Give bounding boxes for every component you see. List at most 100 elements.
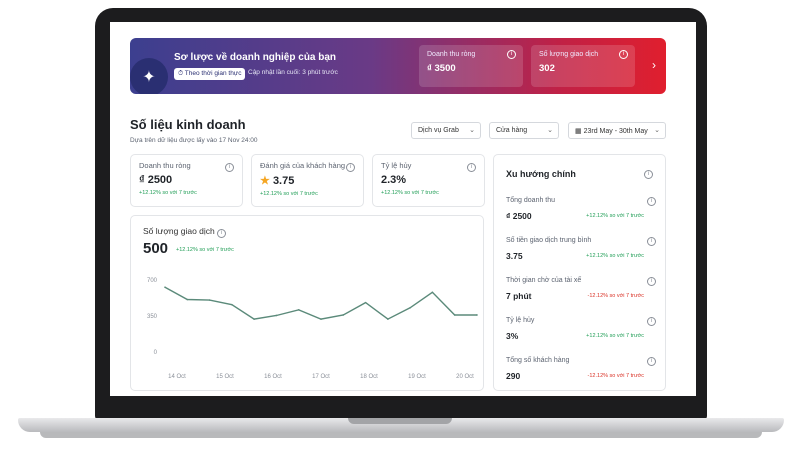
kpi-card-customer-rating[interactable]: Đánh giá của khách hàng ★ 3.75 +12.12% s… bbox=[251, 154, 364, 207]
x-tick-label: 16 Oct bbox=[264, 374, 282, 380]
trend-title: Xu hướng chính bbox=[506, 169, 576, 179]
calendar-icon: ▦ bbox=[575, 128, 582, 135]
data-point[interactable] bbox=[409, 306, 411, 309]
info-icon[interactable]: i bbox=[619, 50, 628, 59]
trend-row-label: Tỷ lệ hủy bbox=[506, 317, 535, 324]
trend-row[interactable]: Tổng số khách hàng 290 -12.12% so với 7 tr… bbox=[506, 357, 656, 395]
info-icon[interactable]: i bbox=[647, 357, 656, 366]
trend-row-label: Số tiền giao dịch trung bình bbox=[506, 237, 592, 244]
banner-card-label: Số lượng giao dịch bbox=[539, 51, 599, 58]
banner-title: Sơ lược về doanh nghiệp của bạn bbox=[174, 52, 337, 63]
trend-row-change: -12.12% so với 7 trước bbox=[587, 373, 644, 379]
data-point[interactable] bbox=[186, 298, 189, 301]
trend-row[interactable]: Số tiền giao dịch trung bình 3.75 +12.12% … bbox=[506, 237, 656, 275]
info-icon[interactable]: i bbox=[644, 170, 653, 179]
data-point[interactable] bbox=[208, 299, 211, 301]
info-icon[interactable]: i bbox=[647, 277, 656, 286]
data-point[interactable] bbox=[231, 303, 233, 306]
page-subtitle: Dựa trên dữ liệu được lấy vào 17 Nov 24:… bbox=[130, 137, 258, 144]
x-tick-label: 18 Oct bbox=[360, 374, 378, 380]
trend-row-value: 3% bbox=[506, 331, 519, 341]
chevron-right-icon[interactable]: › bbox=[652, 58, 656, 72]
trend-row-value: 7 phút bbox=[506, 291, 532, 301]
kpi-label: Tỷ lệ hủy bbox=[381, 161, 412, 170]
x-tick-label: 15 Oct bbox=[216, 374, 234, 380]
data-point[interactable] bbox=[387, 318, 389, 320]
data-point[interactable] bbox=[297, 309, 300, 311]
store-filter-dropdown[interactable]: Cửa hàng ⌄ bbox=[489, 122, 559, 139]
trend-row-change: +12.12% so với 7 trước bbox=[586, 333, 644, 339]
trend-row[interactable]: Tỷ lệ hủy 3% +12.12% so với 7 trước i bbox=[506, 317, 656, 355]
merchant-logo-icon: ✦ bbox=[130, 58, 168, 94]
kpi-value: 3.75 bbox=[272, 175, 295, 187]
chevron-down-icon: ⌄ bbox=[547, 127, 553, 134]
trend-row[interactable]: Tổng doanh thu ₫ 2500 +12.12% so với 7 trư… bbox=[506, 197, 656, 235]
x-tick-label: 19 Oct bbox=[408, 374, 426, 380]
chart-title: Số lượng giao dịch i bbox=[143, 226, 227, 238]
trend-row-label: Tổng số khách hàng bbox=[506, 357, 570, 364]
info-icon[interactable]: i bbox=[647, 197, 656, 206]
clock-icon: ⏱ bbox=[178, 70, 184, 77]
transactions-chart-card: Số lượng giao dịch i 500 +12.12% so với … bbox=[130, 215, 484, 391]
data-point[interactable] bbox=[364, 301, 367, 304]
info-icon[interactable]: i bbox=[217, 229, 227, 238]
star-icon: ★ bbox=[260, 175, 270, 187]
chevron-down-icon: ⌄ bbox=[469, 127, 475, 134]
y-tick-label: 350 bbox=[147, 314, 158, 320]
kpi-card-cancellation-rate[interactable]: Tỷ lệ hủy 2.3% +12.12% so với 7 trước i bbox=[372, 154, 485, 207]
trend-row[interactable]: Thời gian chờ của tài xế 7 phút -12.12% so… bbox=[506, 277, 656, 315]
date-range-picker[interactable]: ▦ 23rd May - 30th May ⌄ bbox=[568, 122, 666, 139]
info-icon[interactable]: i bbox=[346, 163, 355, 172]
kpi-change: +12.12% so với 7 trước bbox=[139, 190, 197, 196]
kpi-card-net-revenue[interactable]: Doanh thu ròng ₫ 2500 +12.12% so với 7 t… bbox=[130, 154, 243, 207]
banner-card-value: ₫ 3500 bbox=[427, 63, 456, 74]
kpi-change: +12.12% so với 7 trước bbox=[260, 191, 318, 197]
kpi-value: 2.3% bbox=[381, 174, 407, 186]
x-tick-label: 17 Oct bbox=[312, 374, 330, 380]
chart-title-text: Số lượng giao dịch bbox=[143, 226, 215, 236]
info-icon[interactable]: i bbox=[225, 163, 234, 172]
service-filter-value: Dịch vụ Grab bbox=[418, 127, 459, 134]
page-title: Số liệu kinh doanh bbox=[130, 117, 246, 132]
realtime-chip-label: Theo thời gian thực bbox=[184, 70, 242, 77]
data-point[interactable] bbox=[275, 314, 278, 317]
banner-card-label: Doanh thu ròng bbox=[427, 51, 476, 58]
service-filter-dropdown[interactable]: Dịch vụ Grab ⌄ bbox=[411, 122, 481, 139]
y-tick-label: 0 bbox=[154, 350, 158, 356]
chart-change: +12.12% so với 7 trước bbox=[176, 247, 234, 253]
data-point[interactable] bbox=[253, 318, 255, 320]
trend-row-change: -12.12% so với 7 trước bbox=[587, 293, 644, 299]
dashboard-screen: ✦ Sơ lược về doanh nghiệp của bạn ⏱ Theo… bbox=[110, 22, 696, 396]
trend-row-value: 290 bbox=[506, 371, 521, 381]
store-filter-value: Cửa hàng bbox=[496, 127, 528, 134]
laptop-shadow bbox=[40, 432, 762, 438]
info-icon[interactable]: i bbox=[647, 237, 656, 246]
data-point[interactable] bbox=[431, 291, 434, 294]
business-overview-banner: ✦ Sơ lược về doanh nghiệp của bạn ⏱ Theo… bbox=[130, 38, 666, 94]
kpi-value: ₫ 2500 bbox=[139, 174, 173, 186]
chart-value: 500 bbox=[143, 240, 169, 257]
kpi-label: Đánh giá của khách hàng bbox=[260, 161, 346, 170]
data-point[interactable] bbox=[164, 286, 166, 288]
banner-card-transactions[interactable]: Số lượng giao dịch 302 i bbox=[531, 45, 635, 87]
data-point[interactable] bbox=[453, 314, 456, 316]
trend-row-value: 3.75 bbox=[506, 251, 523, 261]
info-icon[interactable]: i bbox=[647, 317, 656, 326]
trend-row-label: Tổng doanh thu bbox=[506, 197, 556, 204]
y-tick-label: 700 bbox=[147, 278, 158, 284]
trend-row-value: ₫ 2500 bbox=[506, 211, 532, 221]
laptop-base bbox=[18, 418, 784, 432]
trend-row-label: Thời gian chờ của tài xế bbox=[506, 277, 582, 284]
banner-card-net-revenue[interactable]: Doanh thu ròng ₫ 3500 i bbox=[419, 45, 523, 87]
data-point[interactable] bbox=[320, 318, 322, 320]
trend-row-change: +12.12% so với 7 trước bbox=[586, 253, 644, 259]
key-trends-panel: Xu hướng chính i Tổng doanh thu ₫ 2500 +12… bbox=[493, 154, 666, 391]
series-line bbox=[164, 286, 477, 320]
realtime-chip[interactable]: ⏱ Theo thời gian thực bbox=[174, 68, 246, 80]
data-point[interactable] bbox=[476, 314, 478, 316]
info-icon[interactable]: i bbox=[467, 163, 476, 172]
info-icon[interactable]: i bbox=[507, 50, 516, 59]
kpi-value-wrap: ★ 3.75 bbox=[260, 174, 355, 187]
data-point[interactable] bbox=[342, 314, 345, 316]
transactions-line-chart: 700 350 0 14 Oct 15 Oct 16 Oct 17 Oct 18 Oct 19 … bbox=[147, 278, 478, 380]
